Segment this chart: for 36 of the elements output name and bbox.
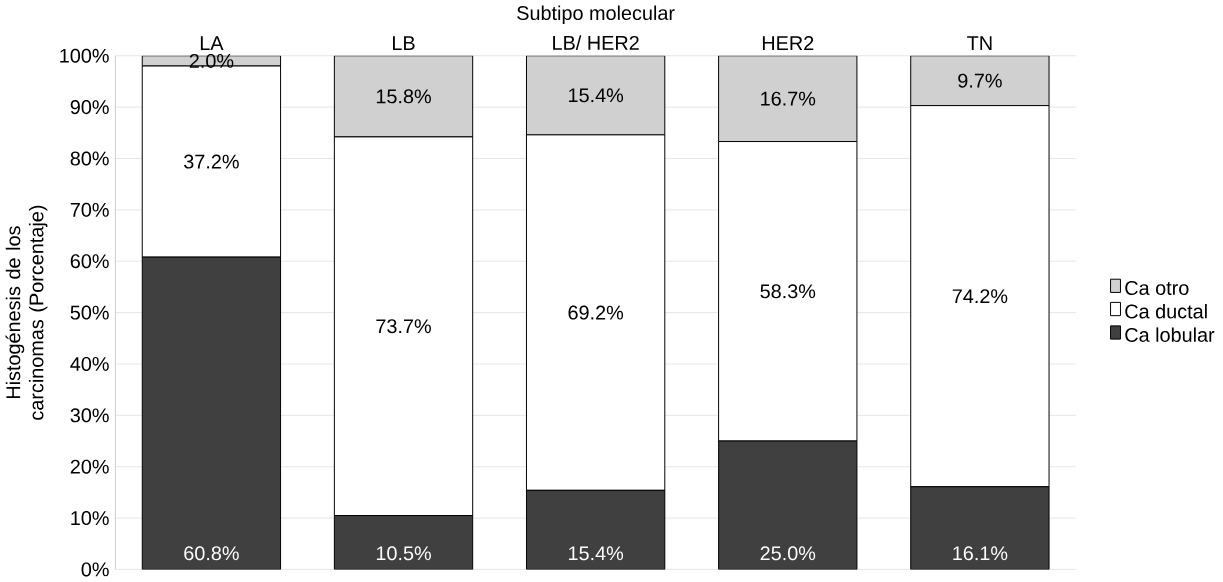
data-label: 25.0% bbox=[760, 546, 816, 561]
data-label: 74.2% bbox=[952, 289, 1008, 304]
legend-label: Ca otro bbox=[1125, 280, 1189, 296]
x-tick-label: LB bbox=[393, 36, 415, 50]
x-tick-label: TN bbox=[967, 36, 992, 50]
y-tick-label: 100% bbox=[60, 48, 109, 63]
y-tick-label: 20% bbox=[70, 459, 109, 474]
y-axis-title: Histogénesis de los carcinomas (Porcentaje) bbox=[5, 205, 48, 420]
data-label: 73.7% bbox=[376, 319, 431, 334]
y-tick-label: 40% bbox=[70, 356, 109, 371]
x-tick-label: HER2 bbox=[762, 36, 814, 50]
y-tick-label: 70% bbox=[70, 202, 109, 217]
y-tick-label: 10% bbox=[71, 511, 109, 526]
data-label: 15.4% bbox=[569, 88, 624, 103]
data-label: 69.2% bbox=[568, 305, 624, 320]
data-label: 2.0% bbox=[189, 53, 234, 68]
data-label: 60.8% bbox=[184, 546, 239, 561]
y-tick-label: 50% bbox=[70, 305, 109, 320]
data-label: 15.4% bbox=[569, 546, 624, 561]
x-tick-label: LA bbox=[200, 36, 224, 50]
x-tick-label: LB/ HER2 bbox=[553, 35, 639, 50]
data-label: 16.1% bbox=[953, 546, 1008, 561]
y-tick-label: 60% bbox=[70, 254, 109, 269]
legend-label: Ca lobular bbox=[1125, 327, 1215, 342]
y-tick-label: 90% bbox=[70, 100, 109, 115]
y-tick-label: 0% bbox=[81, 562, 109, 577]
legend-label: Ca ductal bbox=[1125, 303, 1207, 319]
data-label: 58.3% bbox=[760, 284, 816, 299]
data-label: 15.8% bbox=[376, 89, 431, 104]
x-axis-title: Subtipo molecular bbox=[517, 5, 675, 25]
data-label: 10.5% bbox=[376, 546, 431, 561]
data-label: 37.2% bbox=[184, 154, 239, 169]
y-tick-label: 30% bbox=[70, 408, 109, 423]
data-label: 9.7% bbox=[958, 73, 1002, 88]
data-label: 16.7% bbox=[761, 91, 816, 106]
y-tick-label: 80% bbox=[70, 151, 109, 166]
